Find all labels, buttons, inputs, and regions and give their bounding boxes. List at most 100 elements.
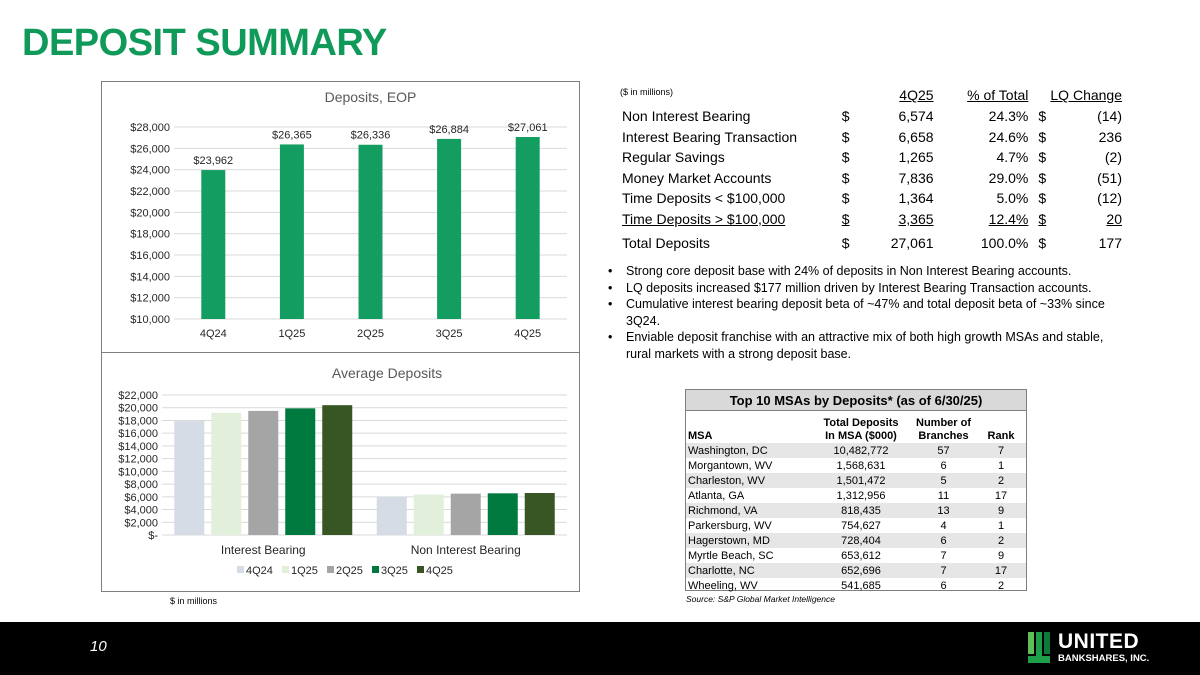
top-msa-panel: Top 10 MSAs by Deposits* (as of 6/30/25)…: [685, 389, 1027, 593]
msa-row: Atlanta, GA 1,312,956 11 17: [686, 488, 1026, 503]
row-dollar-sign: $: [841, 190, 850, 207]
y-tick-label: $20,000: [130, 207, 170, 219]
y-tick-label: $22,000: [118, 390, 158, 402]
row-dollar-sign: $: [841, 128, 850, 145]
msa-name: Charleston, WV: [686, 473, 811, 488]
page-title: DEPOSIT SUMMARY: [22, 22, 387, 64]
msa-row: Morgantown, WV 1,568,631 6 1: [686, 458, 1026, 473]
summary-row: Regular Savings $1,265 4.7% $ (2): [622, 147, 1122, 168]
y-tick-label: $8,000: [124, 479, 158, 491]
row-dollar-sign: $: [841, 210, 850, 227]
bar: [437, 138, 462, 319]
bar: [174, 421, 205, 535]
y-tick-label: $22,000: [130, 186, 170, 198]
y-tick-label: $18,000: [130, 229, 170, 241]
bar: [322, 405, 353, 535]
row-pct-total: 29.0%: [988, 169, 1029, 186]
msa-name: Myrtle Beach, SC: [688, 549, 774, 562]
header-lq-change: LQ Change: [1050, 87, 1122, 103]
summary-row: Time Deposits < $100,000 $1,364 5.0% $ (12): [622, 188, 1122, 209]
bar: [285, 408, 316, 535]
data-label: $27,061: [508, 122, 548, 134]
msa-name: Charlotte, NC: [686, 563, 811, 578]
row-change-dollar-sign: $: [1038, 149, 1047, 166]
msa-row: Parkersburg, WV 754,627 4 1: [686, 518, 1026, 533]
row-value: 1,364: [898, 190, 934, 207]
x-tick-label: 4Q25: [514, 328, 541, 340]
y-tick-label: $18,000: [118, 415, 158, 427]
row-label: Non Interest Bearing: [622, 108, 751, 125]
bar: [376, 496, 407, 535]
row-label: Time Deposits < $100,000: [622, 190, 786, 207]
legend-swatch: [282, 566, 289, 573]
msa-rank: 17: [976, 563, 1026, 578]
msa-deposits: 652,696: [811, 563, 911, 578]
legend-swatch: [372, 566, 379, 573]
row-value: 3,365: [898, 210, 934, 227]
bar: [524, 493, 555, 535]
msa-row: Charleston, WV 1,501,472 5 2: [686, 473, 1026, 488]
row-change-dollar-sign: $: [1038, 190, 1047, 207]
x-tick-label: 2Q25: [357, 328, 384, 340]
legend-label: 1Q25: [291, 565, 318, 577]
bar: [358, 144, 383, 319]
msa-rank: 1: [997, 459, 1005, 472]
y-tick-label: $2,000: [124, 517, 158, 529]
header-pct-total: % of Total: [967, 87, 1029, 103]
chart-title: Average Deposits: [332, 365, 442, 381]
row-pct-total: 5.0%: [996, 190, 1029, 207]
row-lq-change: (51): [1097, 169, 1122, 186]
msa-source-note: Source: S&P Global Market Intelligence: [686, 594, 835, 604]
msa-name: Richmond, VA: [686, 503, 811, 518]
united-bankshares-logo-icon: [1028, 632, 1050, 663]
row-value: 7,836: [898, 169, 934, 186]
bar: [450, 493, 481, 535]
msa-deposits: 818,435: [811, 503, 911, 518]
row-lq-change: (14): [1097, 108, 1122, 125]
msa-rank: 2: [976, 533, 1026, 548]
msa-row: Hagerstown, MD 728,404 6 2: [686, 533, 1026, 548]
msa-row: Myrtle Beach, SC 653,612 7 9: [686, 548, 1026, 563]
logo-name-line1: UNITED: [1058, 630, 1140, 653]
y-tick-label: $4,000: [124, 505, 158, 517]
y-tick-label: $6,000: [124, 492, 158, 504]
top-msa-table: MSA Total Deposits In MSA ($000) Number o…: [686, 411, 1026, 593]
msa-deposits: 754,627: [841, 519, 881, 532]
deposits-col-header: Total Deposits In MSA ($000): [823, 417, 899, 442]
msa-rank: 2: [976, 473, 1026, 488]
footer-bar: 10 UNITED BANKSHARES, INC.: [0, 622, 1200, 675]
data-label: $26,884: [429, 124, 469, 136]
row-pct-total: 4.7%: [996, 149, 1029, 166]
row-label: Money Market Accounts: [622, 169, 772, 186]
msa-name: Wheeling, WV: [688, 579, 758, 592]
bar: [487, 493, 518, 535]
x-tick-label: Non Interest Bearing: [411, 543, 521, 557]
key-point-item: Strong core deposit base with 24% of dep…: [600, 263, 1120, 280]
y-tick-label: $14,000: [130, 271, 170, 283]
msa-deposits: 1,312,956: [836, 489, 886, 502]
y-tick-label: $28,000: [130, 122, 170, 134]
x-tick-label: Interest Bearing: [221, 543, 306, 557]
row-pct-total: 24.6%: [988, 128, 1029, 145]
msa-header-row: MSA Total Deposits In MSA ($000) Number o…: [686, 411, 1026, 443]
logo-name-line2: BANKSHARES, INC.: [1058, 653, 1150, 664]
rank-col-header: Rank: [987, 430, 1015, 442]
msa-name: Morgantown, WV: [688, 459, 773, 472]
row-lq-change: 177: [1098, 235, 1122, 252]
branches-col-header: Number of Branches: [916, 417, 971, 442]
bar: [248, 410, 279, 535]
average-deposits-chart: Average Deposits $- $2,000 $4,000 $6,000 $8,0…: [101, 352, 580, 592]
row-dollar-sign: $: [841, 235, 850, 252]
y-tick-label: $10,000: [130, 314, 170, 326]
company-logo: UNITED BANKSHARES, INC.: [1028, 630, 1178, 670]
data-label: $26,336: [351, 130, 391, 142]
summary-header-row: 4Q25 % of Total LQ Change: [622, 84, 1122, 106]
row-label: Interest Bearing Transaction: [622, 128, 798, 145]
bar: [201, 170, 226, 319]
row-pct-total: 24.3%: [988, 108, 1029, 125]
row-change-dollar-sign: $: [1038, 210, 1047, 227]
deposit-summary-table: 4Q25 % of Total LQ Change Non Interest B…: [622, 84, 1122, 254]
legend-label: 4Q24: [246, 565, 273, 577]
bar: [211, 412, 242, 535]
legend-swatch: [327, 566, 334, 573]
